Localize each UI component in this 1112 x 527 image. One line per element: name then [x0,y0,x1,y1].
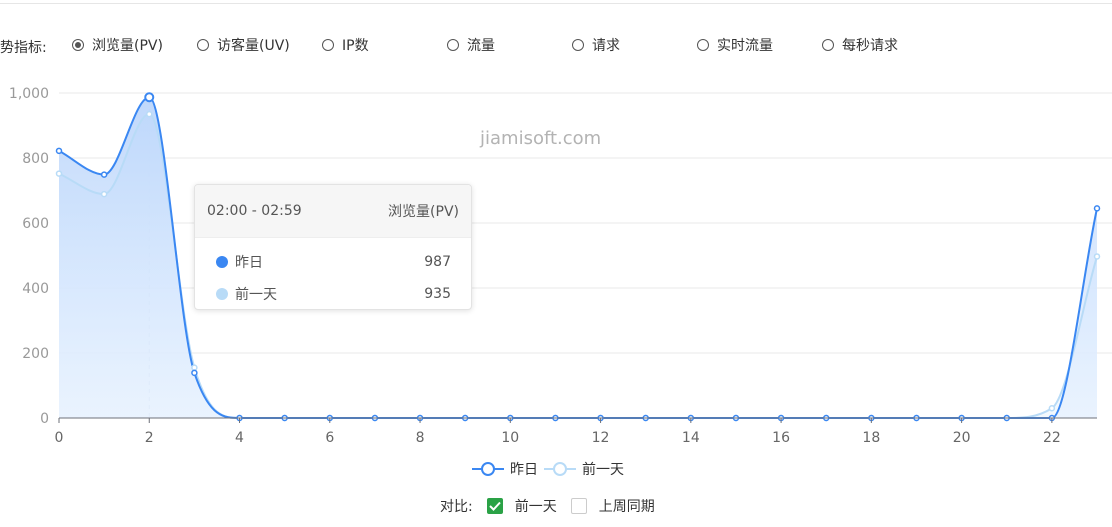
watermark: jiamisoft.com [480,128,602,149]
radio-requests[interactable]: 请求 [572,34,620,56]
data-point [1048,405,1056,412]
radio-traffic[interactable]: 流量 [447,34,495,56]
y-tick-label: 1,000 [9,86,49,102]
legend-label: 昨日 [510,462,538,478]
x-tick-label: 16 [772,430,790,446]
radio-traffic-label: 流量 [467,38,495,54]
data-point [55,170,63,177]
data-point [191,369,198,377]
radio-requests-per-second[interactable]: 每秒请求 [822,34,898,56]
radio-pv-label: 浏览量(PV) [92,38,163,54]
compare-options: 对比: 前一天 上周同期 [440,495,655,517]
radio-requests-per-second-label: 每秒请求 [842,38,898,54]
tooltip-series-value: 987 [424,254,451,270]
x-tick-label: 22 [1043,430,1061,446]
radio-icon [697,39,709,51]
radio-realtime-traffic[interactable]: 实时流量 [697,34,773,56]
data-point [191,364,198,371]
tooltip-time: 02:00 - 02:59 [207,203,302,219]
x-tick-label: 12 [592,430,610,446]
checkbox-same-period-last-week[interactable] [570,498,587,514]
trend-chart: 0 200 400 600 800 1,000 0 2 4 6 8 10 12 14 16 18 20 22 [9,86,1112,446]
metric-label: 趋势指标: [0,40,47,56]
data-point [1093,205,1101,212]
data-point [146,110,153,118]
radio-icon [572,39,584,51]
tooltip-metric: 浏览量(PV) [388,204,459,220]
tooltip-series-name: 前一天 [235,287,277,303]
radio-selected-icon [72,39,84,51]
tooltip-series-value: 935 [424,286,451,302]
radio-icon [322,39,334,51]
x-tick-label: 6 [325,430,334,446]
x-tick-label: 0 [55,430,64,446]
tooltip-series-name: 昨日 [235,255,263,271]
x-tick-label: 2 [145,430,154,446]
x-tick-label: 18 [862,430,880,446]
checkmark-icon [489,501,501,511]
series-dot-icon [216,288,228,300]
y-tick-label: 400 [22,281,49,297]
legend-label: 前一天 [582,462,624,478]
legend-line-icon [544,462,576,476]
tooltip-header: 02:00 - 02:59 浏览量(PV) [195,185,471,238]
legend-item-day-before[interactable]: 前一天 [544,459,624,479]
radio-pv[interactable]: 浏览量(PV) [72,34,163,56]
x-tick-label: 20 [953,430,971,446]
data-point [144,92,155,103]
radio-realtime-traffic-label: 实时流量 [717,38,773,54]
y-tick-label: 200 [22,346,49,362]
radio-icon [197,39,209,51]
radio-icon [447,39,459,51]
x-tick-label: 8 [416,430,425,446]
y-tick-label: 800 [22,151,49,167]
y-tick-label: 600 [22,216,49,232]
top-divider [0,3,1112,4]
data-point [100,190,108,198]
radio-ip-label: IP数 [342,38,369,54]
series-dot-icon [216,256,228,268]
radio-icon [822,39,834,51]
legend-item-yesterday[interactable]: 昨日 [472,459,538,479]
data-point [1093,253,1101,260]
legend-line-icon [472,462,504,476]
x-tick-label: 14 [682,430,700,446]
chart-tooltip: 02:00 - 02:59 浏览量(PV) 昨日 987 前一天 935 [194,184,472,310]
checkbox-day-before[interactable] [486,498,503,514]
checkbox-day-before-label: 前一天 [514,499,557,515]
data-point [55,147,63,155]
compare-label: 对比: [440,499,473,515]
radio-uv-label: 访客量(UV) [217,38,290,54]
series-area [59,97,1097,419]
radio-requests-label: 请求 [592,38,620,54]
x-tick-label: 4 [235,430,244,446]
y-tick-label: 0 [40,411,49,427]
data-point [100,171,108,178]
tooltip-row: 前一天 935 [195,278,471,310]
checkbox-same-period-last-week-label: 上周同期 [598,499,655,515]
tooltip-row: 昨日 987 [195,246,471,278]
radio-uv[interactable]: 访客量(UV) [197,34,290,56]
chart-legend: 昨日 前一天 [472,458,630,480]
radio-ip[interactable]: IP数 [322,34,369,56]
x-tick-label: 10 [501,430,519,446]
